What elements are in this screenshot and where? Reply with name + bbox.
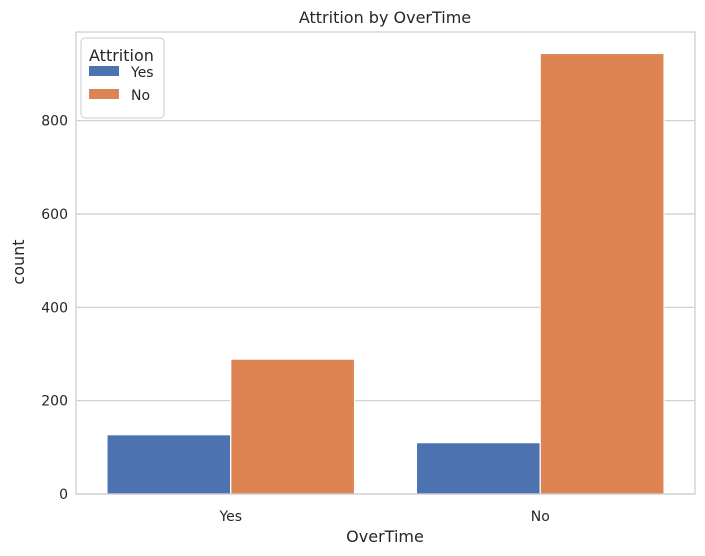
y-axis-label: count <box>9 239 28 284</box>
y-tick-label: 0 <box>59 487 68 503</box>
x-tick-labels: Yes No <box>218 509 549 525</box>
legend-label: No <box>131 88 150 104</box>
y-tick-label: 600 <box>41 207 68 223</box>
chart-title: Attrition by OverTime <box>299 8 471 27</box>
bar <box>230 358 356 495</box>
x-tick-label: No <box>531 509 550 525</box>
y-tick-label: 800 <box>41 114 68 130</box>
x-tick-label: Yes <box>218 509 242 525</box>
bar <box>415 442 541 495</box>
bars <box>106 52 665 495</box>
bar <box>539 52 665 495</box>
bar <box>106 434 232 495</box>
x-axis-label: OverTime <box>346 527 424 546</box>
legend: Attrition Yes No <box>80 37 165 119</box>
legend-swatch <box>89 89 119 99</box>
legend-swatch <box>89 66 119 76</box>
legend-label: Yes <box>130 65 154 81</box>
y-tick-label: 400 <box>41 300 68 316</box>
legend-title: Attrition <box>89 46 154 65</box>
plot-frame <box>75 31 696 495</box>
y-tick-label: 200 <box>41 394 68 410</box>
y-tick-labels: 0 200 400 600 800 <box>41 114 68 503</box>
